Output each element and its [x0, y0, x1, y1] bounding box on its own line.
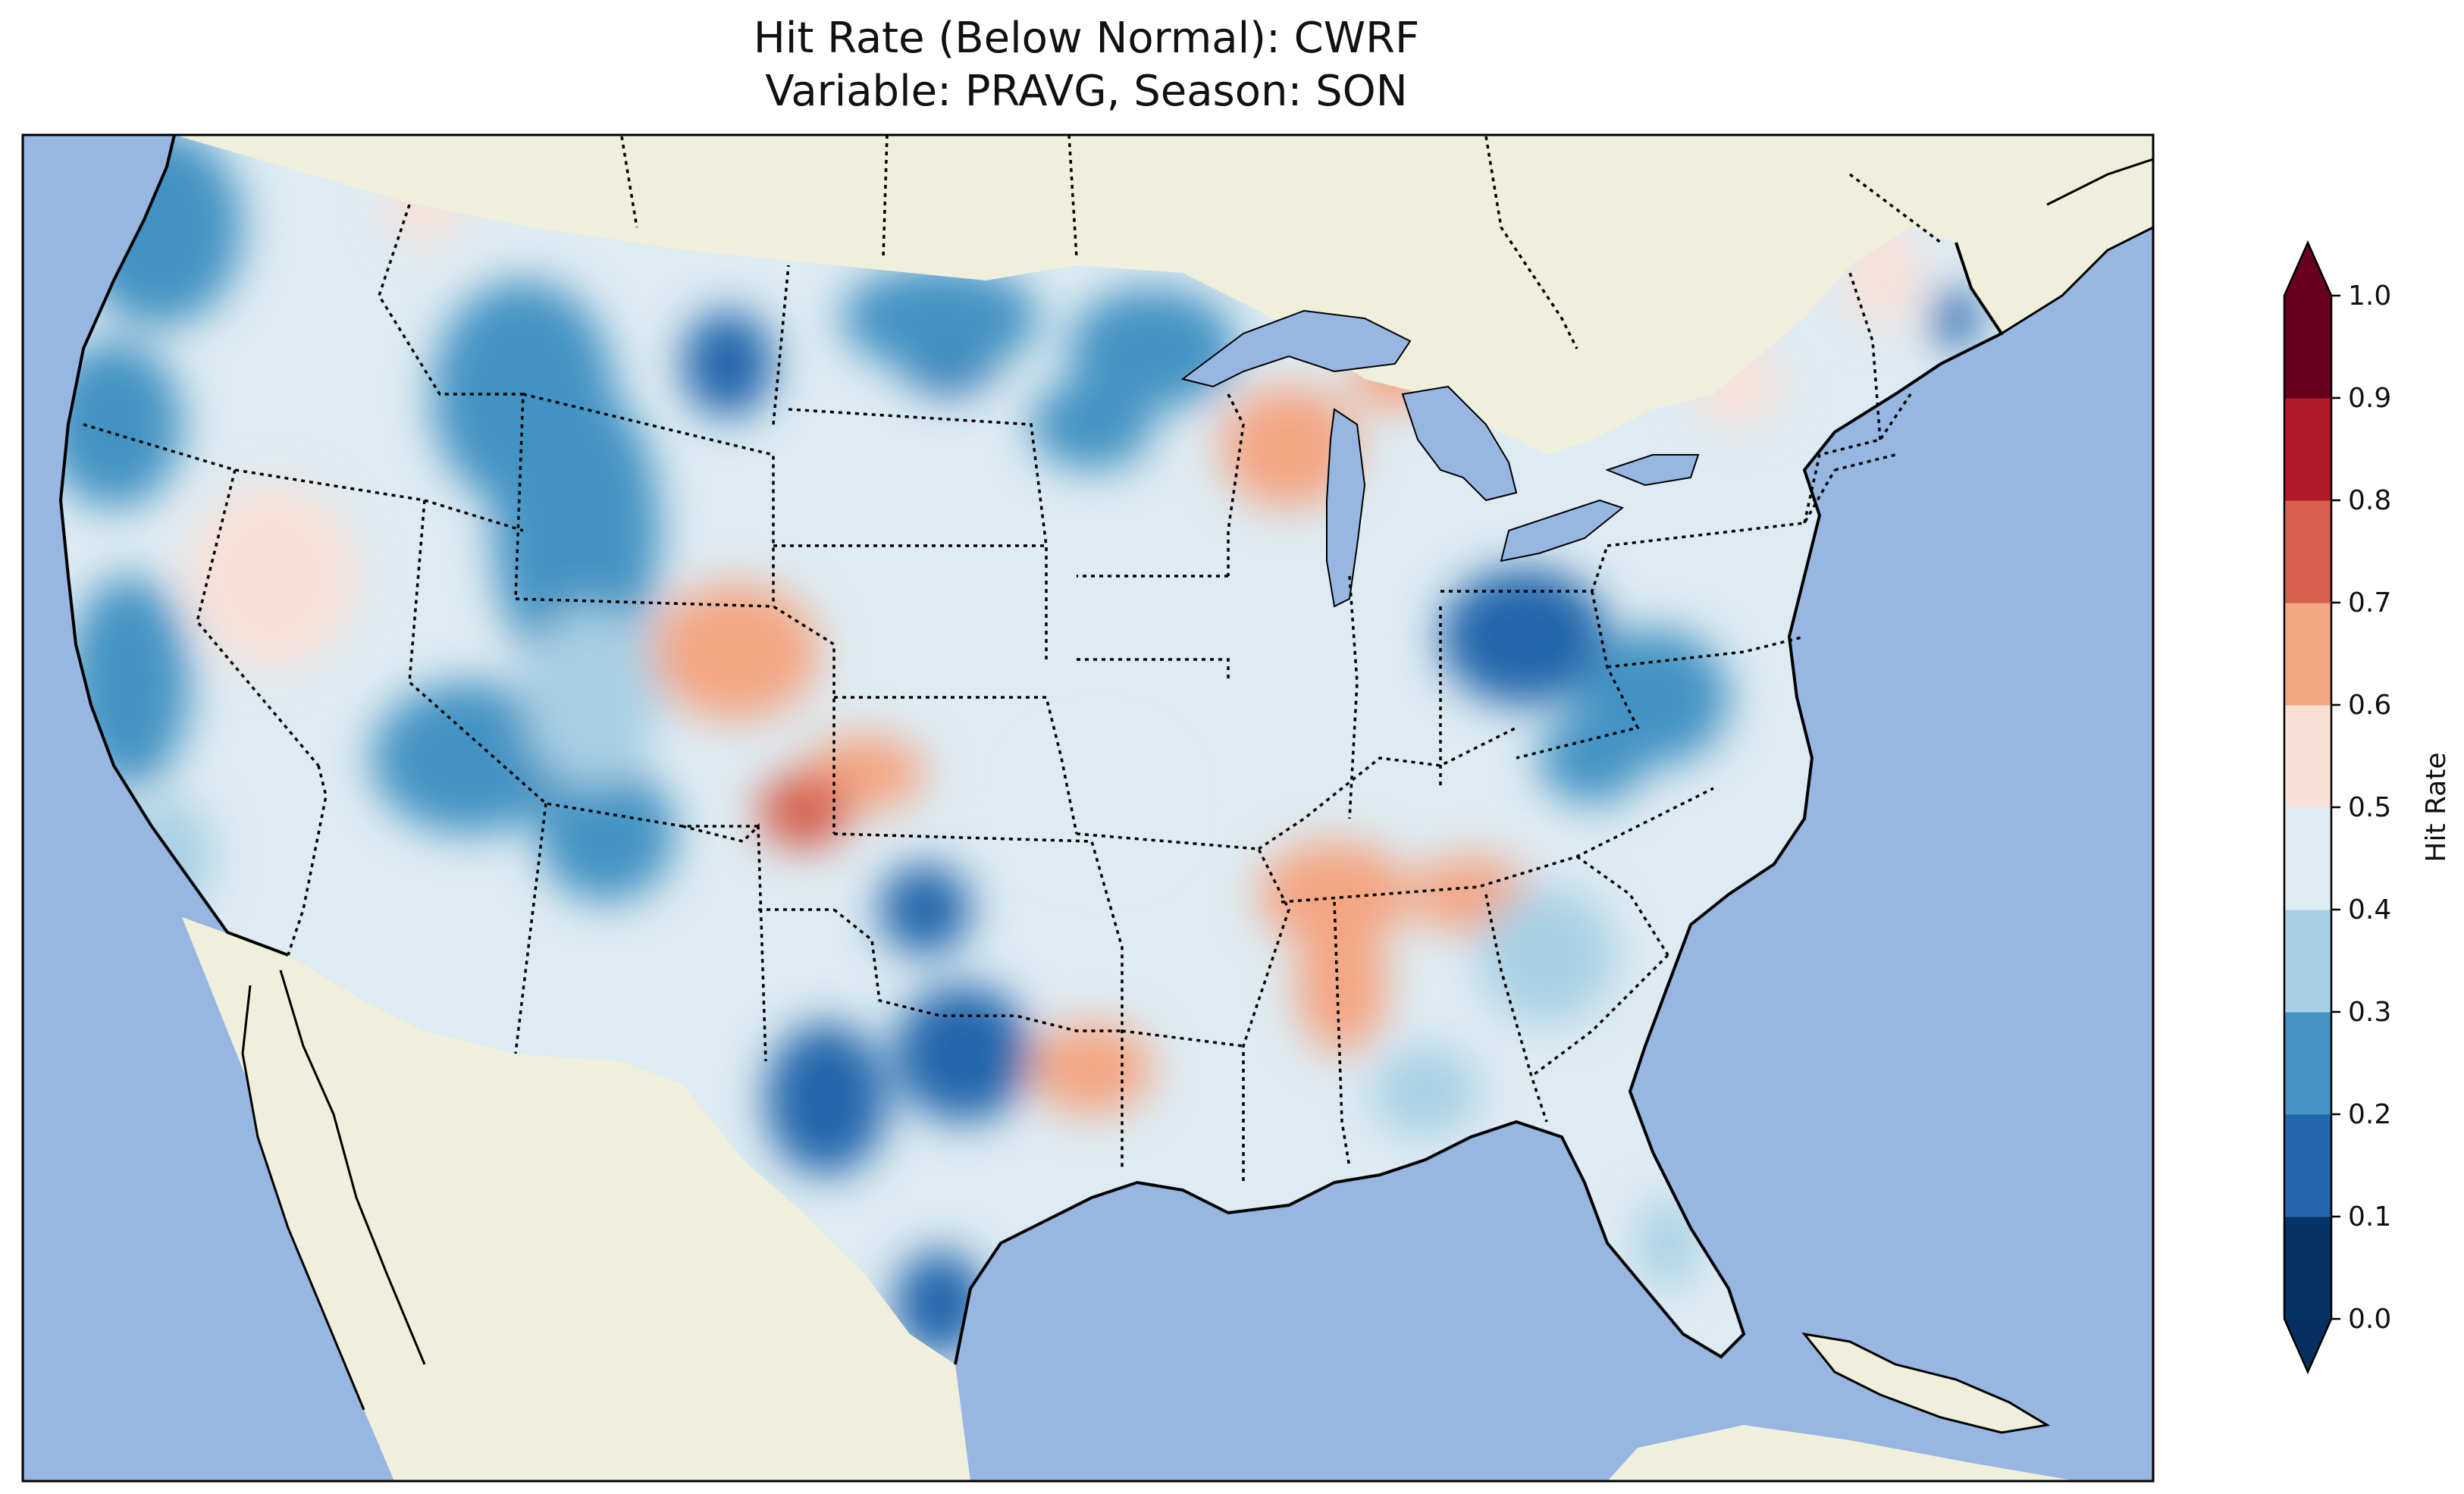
region-west-texas: [895, 985, 1031, 1122]
colorbar-tick-label: 0.9: [2348, 383, 2391, 414]
canada-coast: [2001, 158, 2153, 335]
colorbar-tick-label: 0.4: [2348, 894, 2391, 926]
colorbar-over-arrow: [2284, 243, 2331, 296]
lake-erie: [1500, 499, 1625, 562]
map-area: [23, 135, 2153, 1481]
colorbar-bin: [2284, 500, 2331, 603]
colorbar-tick-label: 0.1: [2348, 1201, 2391, 1232]
colorbar-tick-label: 0.5: [2348, 792, 2391, 823]
cuba-coast: [1801, 1332, 2051, 1434]
colorbar-tick-label: 0.2: [2348, 1099, 2391, 1130]
colorbar-bin: [2284, 807, 2331, 910]
colorbar-bin: [2284, 1217, 2331, 1320]
coastline: [58, 135, 2004, 1365]
colorbar-under-arrow: [2284, 1319, 2331, 1372]
region-northern-rockies: [371, 682, 569, 834]
region-northern-rockies: [493, 379, 660, 682]
cuba-land: [1804, 1334, 2047, 1433]
region-southeast: [1478, 887, 1615, 1023]
colorbar-tick-label: 1.0: [2348, 280, 2391, 312]
region-florida: [1638, 1198, 1698, 1289]
colorbar-tick-label: 0.7: [2348, 587, 2391, 619]
colorbar-bin: [2284, 296, 2331, 399]
region-east-texas: [1031, 1023, 1152, 1114]
region-wisconsin-michigan: [1221, 387, 1357, 508]
colorbar: 0.0 0.1 0.2 0.3 0.4 0.5 0.6 0.7 0.8 0.9 1.0 Hit Ra…: [2283, 240, 2452, 1375]
region-minnesota: [1031, 379, 1152, 470]
region-northern-rockies: [538, 766, 675, 902]
baja-coast: [241, 969, 426, 1411]
colorbar-bin: [2284, 398, 2331, 501]
region-north-dakota: [842, 265, 1039, 371]
canada-land: [174, 135, 2153, 591]
colorbar-tick-label: 0.6: [2348, 690, 2391, 721]
colorbar-bin: [2284, 910, 2331, 1013]
state-borders: [83, 135, 1942, 1182]
region-ohio: [1440, 568, 1607, 705]
lake-michigan: [1326, 408, 1366, 608]
colorbar-tick-label: 0.3: [2348, 997, 2391, 1028]
baja-land: [243, 970, 425, 1481]
region-southeast: [1372, 1046, 1478, 1137]
region-west-texas: [766, 1023, 887, 1175]
region-tennessee-valley: [1296, 917, 1387, 1054]
region-west-texas: [879, 864, 970, 955]
region-sw-colorado-hotspot: [758, 773, 849, 849]
colorbar-bin: [2284, 1114, 2331, 1217]
colorbar-tick-label: 0.8: [2348, 485, 2391, 516]
region-southern-plains: [1031, 743, 1168, 864]
colorbar-bin: [2284, 1012, 2331, 1115]
region-pacific-northwest: [61, 341, 182, 508]
map-title-line-1: Hit Rate (Below Normal): CWRF: [753, 14, 1420, 63]
lake-superior: [1180, 309, 1412, 388]
lake-ontario: [1605, 454, 1700, 487]
region-colorado-front-range: [652, 584, 819, 720]
region-great-basin: [190, 485, 356, 667]
map-title-line-2: Variable: PRAVG, Season: SON: [765, 67, 1408, 116]
colorbar-tick-label: 0.0: [2348, 1304, 2391, 1335]
region-virginia: [1539, 713, 1645, 803]
colorbar-bin: [2284, 705, 2331, 808]
region-montana-east: [682, 311, 773, 417]
map-frame: [21, 133, 2155, 1483]
lake-huron: [1401, 385, 1518, 502]
colorbar-label: Hit Rate: [2421, 752, 2452, 862]
great-lakes: [1180, 309, 1700, 608]
south-bottom-land: [1607, 1425, 2077, 1481]
region-maine-coast: [1933, 288, 1979, 349]
region-utah-colorado-west: [523, 606, 660, 788]
maritimes-land: [2047, 159, 2153, 250]
region-tennessee-valley: [1259, 841, 1410, 947]
colorbar-bin: [2284, 603, 2331, 706]
